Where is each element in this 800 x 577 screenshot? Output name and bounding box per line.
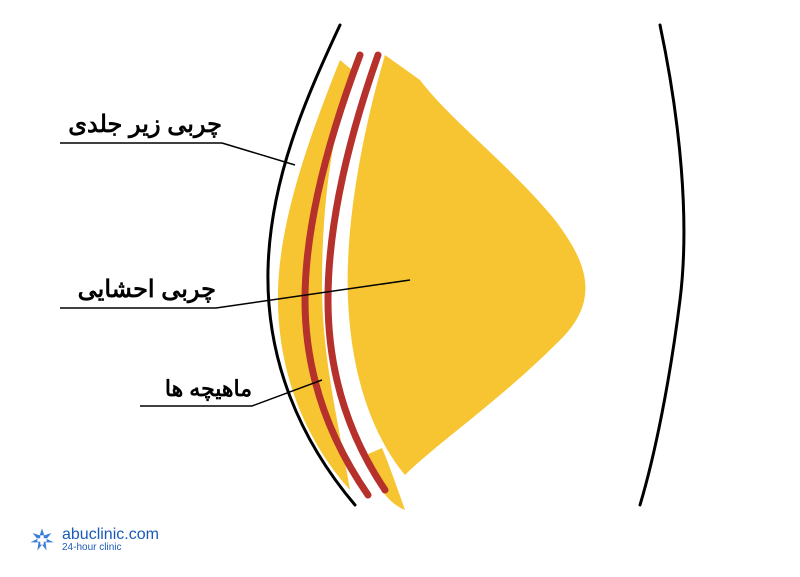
watermark-main: abuclinic.com <box>62 527 159 543</box>
label-visceral: چربی احشایی <box>78 275 216 304</box>
watermark-text: abuclinic.com 24-hour clinic <box>62 527 159 553</box>
subcutaneous-fat-shape <box>278 60 352 490</box>
medical-star-icon <box>28 526 56 554</box>
label-muscle: ماهیچه ها <box>165 376 252 402</box>
back-body-outline <box>640 25 684 505</box>
watermark: abuclinic.com 24-hour clinic <box>28 526 159 554</box>
leader-subcutaneous <box>222 143 295 165</box>
watermark-sub: 24-hour clinic <box>62 543 159 553</box>
anatomy-diagram: چربی زیر جلدی چربی احشایی ماهیچه ها <box>0 0 800 572</box>
visceral-fat-shape <box>348 55 586 475</box>
label-subcutaneous: چربی زیر جلدی <box>68 110 222 139</box>
